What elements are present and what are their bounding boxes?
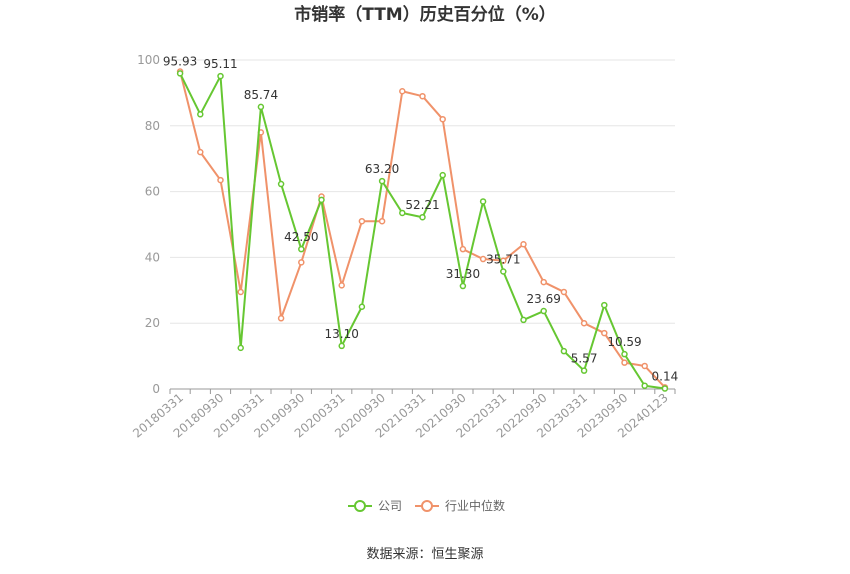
industry-point [399, 88, 406, 95]
data-label: 31.30 [446, 267, 480, 281]
y-tick-label: 0 [152, 382, 160, 396]
data-label: 63.20 [365, 162, 399, 176]
data-label: 10.59 [607, 335, 641, 349]
company-point [621, 350, 628, 358]
chart-title: 市销率（TTM）历史百分位（%） [294, 4, 556, 25]
industry-point [621, 359, 628, 366]
y-tick-label: 100 [137, 53, 160, 67]
data-label: 85.74 [244, 88, 278, 102]
y-tick-label: 60 [145, 185, 160, 199]
industry-point [439, 115, 446, 123]
company-point [500, 268, 507, 275]
series-company [176, 70, 669, 392]
company-point [217, 72, 224, 80]
industry-point [540, 278, 547, 286]
y-tick-label: 80 [145, 119, 160, 133]
data-labels: 95.93 95.11 85.74 42.50 13.10 63.20 52.21 31.30… [163, 54, 678, 383]
legend-industry-label: 行业中位数 [445, 498, 505, 513]
company-point [459, 282, 467, 290]
company-point [560, 347, 568, 355]
company-point [197, 111, 204, 118]
y-tick-label: 20 [145, 316, 160, 330]
company-point [540, 307, 547, 315]
industry-point [378, 217, 386, 225]
legend[interactable]: 公司 行业中位数 [348, 498, 505, 513]
data-label: 23.69 [527, 292, 561, 306]
company-point [419, 213, 426, 221]
data-label: 13.10 [325, 327, 359, 341]
data-label: 52.21 [405, 198, 439, 212]
company-point [399, 209, 406, 217]
industry-point [298, 259, 305, 266]
industry-line [179, 71, 666, 389]
company-point [439, 171, 446, 179]
company-line [179, 72, 666, 390]
data-label: 42.50 [284, 230, 318, 244]
industry-point [358, 217, 366, 225]
company-point [641, 382, 648, 389]
x-axis: 2018033120180930201903312019093020200331… [130, 388, 676, 441]
company-point [479, 198, 487, 205]
company-point [358, 303, 366, 310]
company-point [257, 103, 265, 111]
company-point [601, 301, 608, 309]
industry-point [580, 319, 588, 327]
data-label: 95.11 [203, 57, 237, 71]
data-label: 35.71 [486, 253, 520, 267]
company-point [338, 342, 345, 350]
company-point [298, 245, 305, 253]
company-point [277, 180, 285, 188]
industry-point [459, 245, 467, 253]
company-point [378, 177, 386, 185]
industry-point [237, 288, 244, 296]
industry-point [277, 315, 285, 322]
industry-point [419, 92, 426, 100]
industry-point [560, 288, 568, 296]
industry-point [601, 329, 608, 337]
company-point [580, 367, 588, 374]
data-label: 0.14 [652, 370, 679, 384]
industry-point [479, 255, 487, 263]
industry-point [520, 240, 527, 248]
legend-industry-swatch-marker [421, 500, 433, 512]
y-axis: 0 20 40 60 80 100 [137, 53, 160, 396]
legend-company-label: 公司 [378, 499, 402, 513]
company-point [520, 316, 527, 324]
source-note: 数据来源：恒生聚源 [366, 547, 483, 562]
y-tick-label: 40 [145, 250, 160, 264]
company-point [237, 344, 244, 352]
industry-point [197, 148, 204, 156]
data-label: 5.57 [571, 352, 598, 366]
industry-point [338, 282, 345, 289]
company-point [318, 196, 325, 204]
legend-company-swatch-marker [354, 500, 366, 512]
company-point [176, 70, 184, 77]
grid [170, 59, 675, 390]
data-label: 95.93 [163, 54, 197, 68]
industry-point [217, 176, 224, 184]
industry-point [641, 362, 648, 370]
company-point [661, 385, 669, 392]
